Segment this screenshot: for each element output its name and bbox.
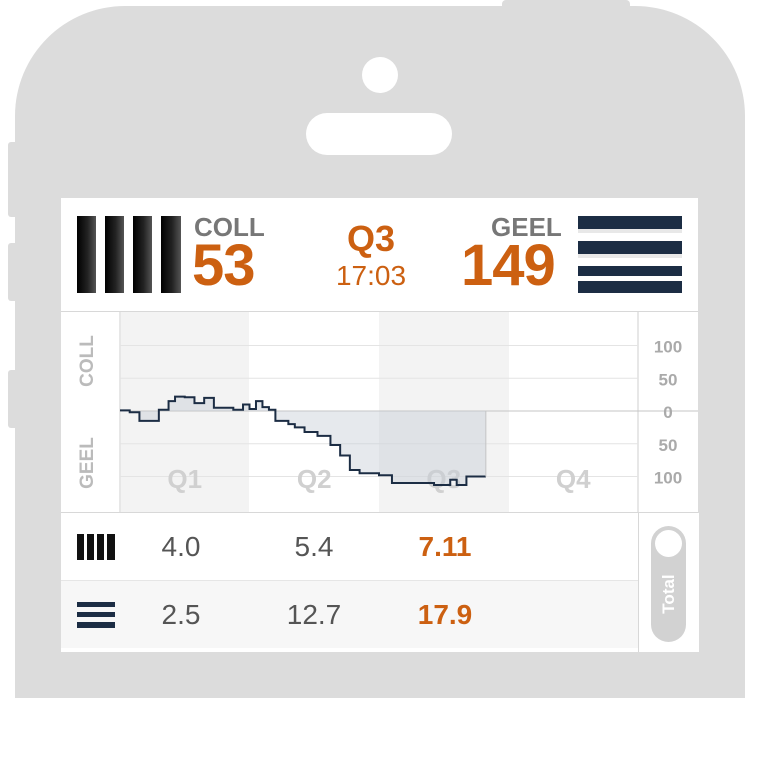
toggle-knob[interactable] xyxy=(655,530,682,557)
home-team-score: 53 xyxy=(192,233,256,298)
home-q1-score: 4.0 xyxy=(161,531,201,562)
home-q3-score: 7.11 xyxy=(418,531,472,562)
y-tick-label: 50 xyxy=(659,370,678,389)
scoreboard-header[interactable]: COLL 53 Q3 17:03 GEEL 149 xyxy=(61,198,698,311)
quarter-label: Q2 xyxy=(297,464,332,494)
y-tick-label: 100 xyxy=(654,469,682,488)
worm-area xyxy=(120,396,486,486)
quarter-label: Q4 xyxy=(556,464,591,494)
table-row-away[interactable]: 2.5 12.7 17.9 xyxy=(61,581,638,648)
home-q2-score: 5.4 xyxy=(294,531,334,562)
score-worm-chart[interactable]: COLL GEEL Q1 Q2 Q3 Q4 100 50 0 50 100 xyxy=(61,311,698,513)
volume-down-button xyxy=(8,370,18,428)
total-toggle-label: Total xyxy=(659,574,678,614)
away-q3-score: 17.9 xyxy=(417,599,473,630)
away-q2-score: 12.7 xyxy=(286,599,342,630)
mute-switch xyxy=(8,142,18,217)
volume-up-button xyxy=(8,243,18,301)
geelong-hoops-icon xyxy=(77,602,115,628)
front-camera xyxy=(362,57,398,93)
app-screen: COLL 53 Q3 17:03 GEEL 149 COLL GEEL Q1 Q2… xyxy=(61,198,699,652)
y-tick-label: 50 xyxy=(659,436,678,455)
collingwood-stripes-icon xyxy=(77,216,181,293)
collingwood-stripes-icon xyxy=(77,534,115,560)
current-quarter: Q3 xyxy=(346,218,396,259)
y-tick-label: 0 xyxy=(663,403,672,422)
away-q1-score: 2.5 xyxy=(161,599,201,630)
earpiece-speaker xyxy=(306,113,452,155)
away-team-name: GEEL xyxy=(491,212,562,242)
geelong-hoops-icon xyxy=(578,216,682,293)
worm-line xyxy=(120,395,486,487)
total-toggle[interactable]: Total xyxy=(651,526,686,642)
table-row-home[interactable]: 4.0 5.4 7.11 xyxy=(61,513,638,581)
away-team-score: 149 xyxy=(461,233,556,298)
game-clock: 17:03 xyxy=(335,260,407,291)
quarter-label: Q1 xyxy=(167,464,202,494)
home-team-name: COLL xyxy=(194,212,265,242)
power-button xyxy=(502,0,630,8)
total-toggle-panel: Total xyxy=(638,513,699,652)
y-tick-label: 100 xyxy=(654,338,682,357)
